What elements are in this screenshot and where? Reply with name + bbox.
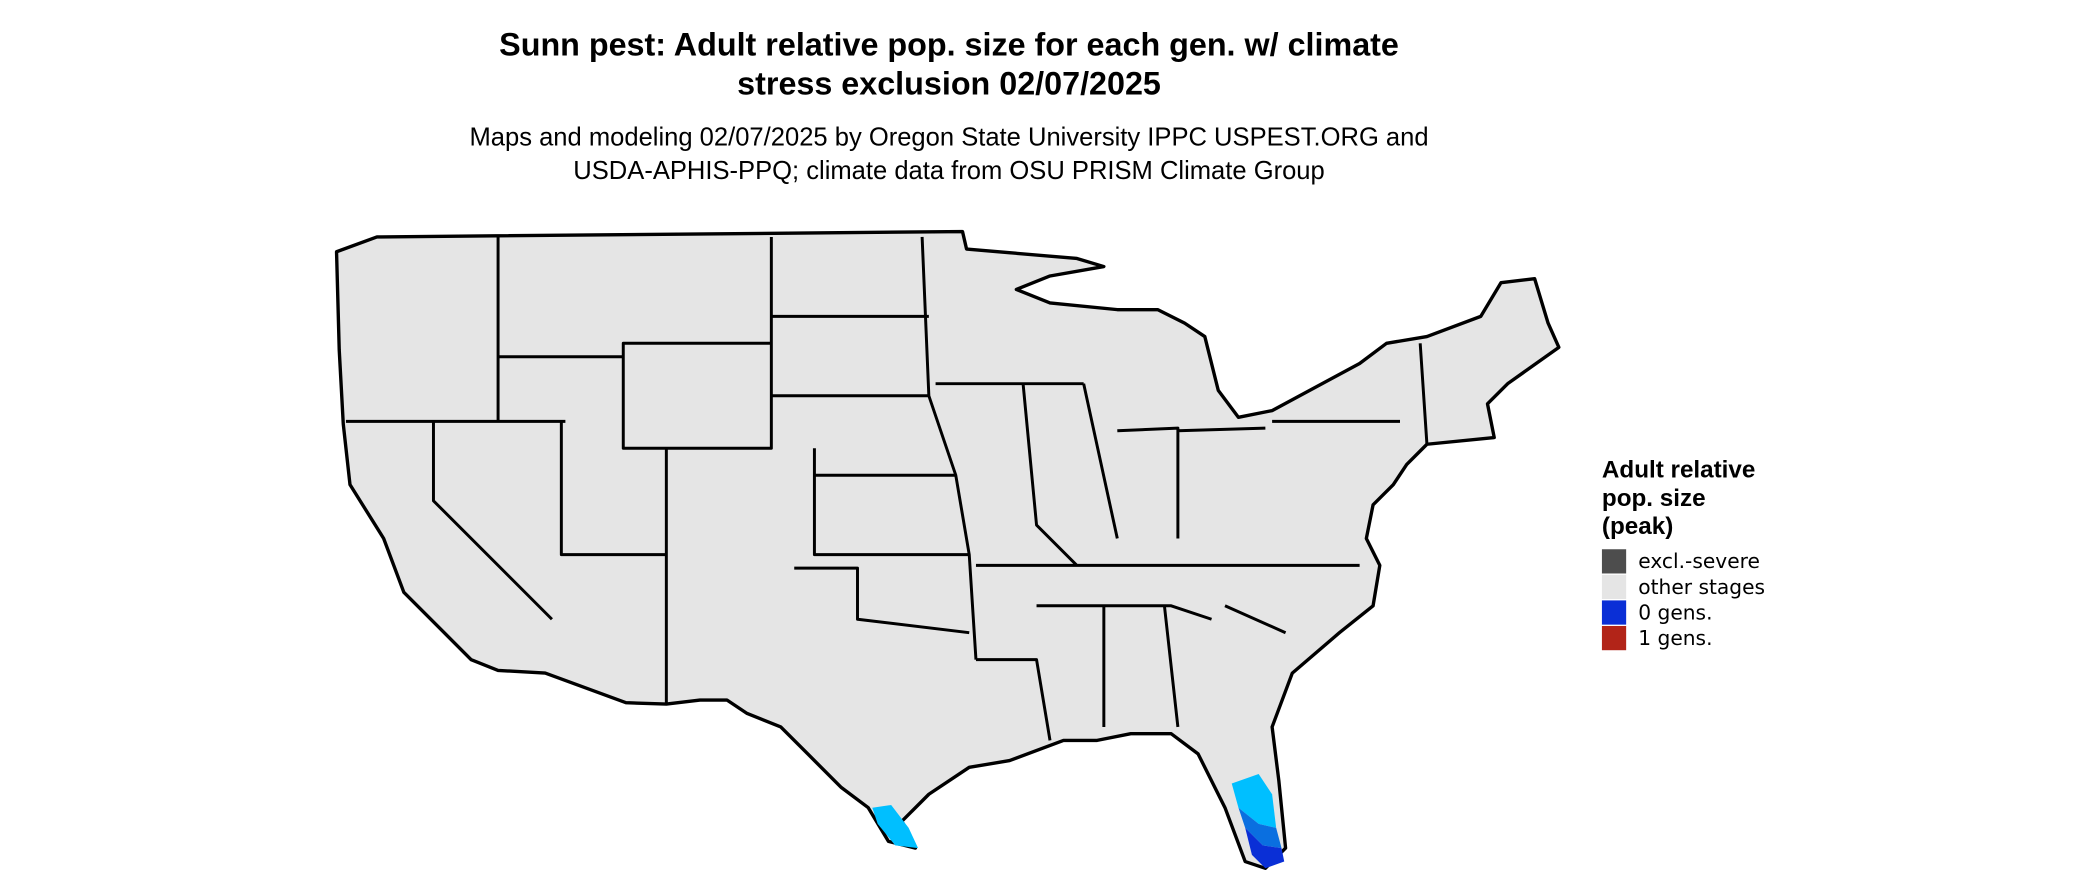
legend-swatch [1601,600,1627,625]
legend-title: Adult relative [1602,457,1755,484]
title: Sunn pest: Adult relative pop. size for … [499,27,1399,63]
legend-swatch [1601,574,1627,600]
legend-label: excl.-severe [1638,549,1760,573]
subtitle: USDA-APHIS-PPQ; climate data from OSU PR… [573,157,1324,185]
legend-swatch [1601,549,1627,574]
legend-label: 0 gens. [1638,600,1712,624]
legend-title: (peak) [1602,513,1673,540]
legend-label: other stages [1638,575,1765,599]
title: stress exclusion 02/07/2025 [737,66,1161,102]
subtitle: Maps and modeling 02/07/2025 by Oregon S… [469,123,1428,151]
light-blue-area [1231,774,1277,828]
light-blue-area [872,805,919,849]
us-outline [334,229,1561,870]
legend-swatch [1601,625,1627,651]
legend-title: pop. size [1602,485,1706,512]
legend-label: 1 gens. [1638,626,1712,650]
blue-area [1238,807,1282,849]
state-borders [345,236,1429,741]
us-map [334,229,1561,870]
dark-blue-area [1245,827,1285,869]
